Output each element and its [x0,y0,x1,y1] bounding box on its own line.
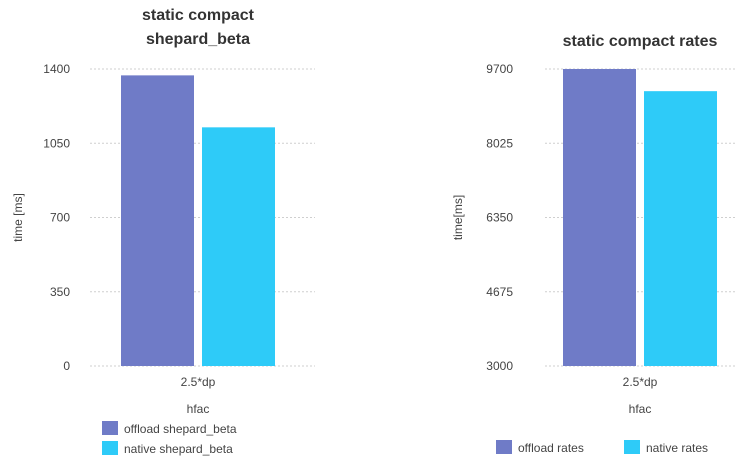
chart-2-y-tick-label: 4675 [486,285,513,299]
chart-1-legend-label-1: offload shepard_beta [124,422,237,436]
chart-1-title-line-2: shepard_beta [146,31,250,48]
chart-2-legend-label-1: offload rates [518,441,584,455]
chart-1-y-tick-label: 0 [63,359,70,373]
chart-2-bar-1 [563,69,636,366]
chart-2-y-tick-label: 8025 [486,136,513,150]
chart-2-legend-swatch-1 [496,440,512,454]
chart-2-x-axis-label: hfac [629,402,652,416]
chart-2-legend-swatch-2 [624,440,640,454]
chart-1-y-tick-label: 700 [50,211,70,225]
chart-1-x-tick-label: 2.5*dp [181,375,216,389]
chart-2-y-axis-label: time[ms] [451,195,465,240]
chart-1-y-tick-label: 1400 [43,62,70,76]
chart-1-bar-1 [121,75,194,366]
chart-1-y-axis-label: time [ms] [11,193,25,242]
chart-1-y-tick-label: 350 [50,285,70,299]
chart-2-title-line-1: static compact rates [563,33,718,50]
chart-2-legend-label-2: native rates [646,441,708,455]
chart-1-bar-2 [202,127,275,366]
chart-1-legend-swatch-2 [102,441,118,455]
chart-1-title-line-1: static compact [142,7,255,24]
chart-1-legend-swatch-1 [102,421,118,435]
chart-2-x-tick-label: 2.5*dp [623,375,658,389]
chart-1-x-axis-label: hfac [187,402,210,416]
chart-2-bar-2 [644,91,717,366]
chart-2-y-tick-label: 3000 [486,359,513,373]
chart-2-y-tick-label: 6350 [486,211,513,225]
chart-2-y-tick-label: 9700 [486,62,513,76]
chart-1-legend-label-2: native shepard_beta [124,442,233,456]
chart-1-y-tick-label: 1050 [43,136,70,150]
